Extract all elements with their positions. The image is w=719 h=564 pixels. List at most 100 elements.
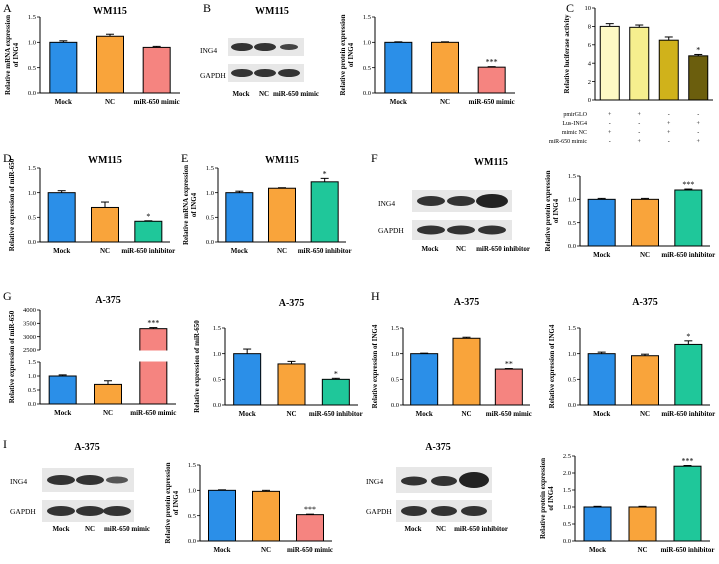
band [254, 43, 276, 51]
bar [142, 46, 171, 94]
chart-title: A-375 [454, 297, 480, 308]
blot-i1: A-375 ING4 GAPDH Mock NC miR-650 mimic [10, 442, 150, 533]
y-tick-label: 0.0 [563, 538, 571, 545]
category-label: miR-650 inhibitor [298, 247, 352, 255]
bar [674, 189, 703, 247]
significance-marker: *** [304, 505, 316, 514]
y-axis-label: Relative mRNA expression [4, 15, 12, 95]
bar [431, 41, 459, 94]
y-axis-label: of ING4 [172, 490, 180, 515]
bar [49, 41, 78, 94]
band [278, 69, 300, 77]
band [231, 43, 253, 51]
bar [631, 355, 659, 406]
table-mark: + [667, 121, 671, 127]
category-label: miR-650 inhibitor [661, 251, 715, 259]
y-tick-label: 1.5 [568, 325, 576, 332]
band [103, 506, 131, 516]
y-tick-label: 0.0 [206, 239, 214, 246]
y-tick-label: 1.5 [28, 14, 36, 21]
chart-title: WM115 [93, 6, 127, 17]
significance-marker: * [323, 169, 327, 178]
bar [321, 378, 350, 406]
blot-f-lane-nc: NC [456, 245, 466, 253]
blot-i2-row-ing4: ING4 [366, 477, 383, 486]
bar [587, 353, 616, 406]
y-tick-label: 1.5 [363, 14, 371, 21]
category-label: miR-650 inhibitor [661, 546, 715, 554]
y-axis-label: Relative expression of miR-650 [8, 158, 16, 251]
significance-marker: * [686, 332, 690, 341]
panel-label-f: F [371, 151, 378, 165]
bar [233, 353, 262, 406]
chart-h2: 0.0 0.5 1.0 1.5 Relative expression of ING4 A… [548, 297, 715, 418]
y-tick-label: 0.0 [188, 538, 196, 545]
band [47, 506, 75, 516]
bar [48, 375, 77, 405]
significance-marker: *** [486, 58, 498, 67]
y-tick-label: 3500 [23, 321, 36, 328]
blot-f: WM115 ING4 GAPDH Mock NC miR-650 inhibit… [378, 157, 530, 253]
bar [310, 181, 339, 243]
chart-a: 0.0 0.5 1.0 1.5 Relative mRNA expression of I… [4, 6, 180, 106]
category-label: NC [640, 410, 650, 418]
bar [628, 506, 657, 542]
chart-title: WM115 [88, 155, 122, 166]
y-tick-label: 1.0 [391, 351, 399, 358]
y-axis-label: Relative mRNA expression [182, 165, 190, 245]
y-tick-label: 2.5 [563, 453, 571, 460]
bar [134, 220, 163, 243]
bar [91, 206, 119, 243]
y-axis-label: of ING4 [12, 42, 20, 67]
blot-f-row-gapdh: GAPDH [378, 226, 404, 235]
significance-marker: * [146, 212, 150, 221]
category-label: NC [100, 247, 110, 255]
y-axis-label: Relative expression of miR-650 [193, 320, 201, 413]
blot-b-lane-mimic: miR-650 mimic [273, 90, 319, 98]
category-label: miR-650 mimic [469, 98, 515, 106]
panel-label-c: C [566, 1, 574, 15]
y-tick-label: 0.0 [213, 402, 221, 409]
y-axis-label: Relative expression of miR-650 [8, 310, 16, 403]
category-label: NC [286, 410, 296, 418]
y-axis-label: Relative luciferase activity [563, 14, 571, 93]
y-tick-label: 0.0 [28, 90, 36, 97]
category-label: Mock [593, 251, 610, 259]
bar [96, 35, 124, 94]
panel-label-d: D [3, 151, 12, 165]
significance-marker: *** [147, 319, 159, 328]
panel-label-e: E [181, 151, 188, 165]
table-mark: + [608, 112, 612, 118]
y-tick-label: 0.5 [28, 65, 36, 72]
band [478, 225, 506, 235]
band [47, 475, 75, 485]
chart-h1: 0.0 0.5 1.0 1.5 Relative expression of ING4 A… [371, 297, 532, 418]
y-tick-label: 0.0 [568, 243, 576, 250]
y-tick-label: 8 [588, 24, 591, 31]
chart-title: A-375 [632, 297, 658, 308]
panel-label-g: G [3, 289, 12, 303]
y-tick-label: 2 [588, 79, 591, 86]
band [431, 506, 457, 516]
y-tick-label: 1.5 [391, 325, 399, 332]
bar [252, 490, 280, 542]
band [461, 506, 487, 516]
table-mark: - [668, 112, 670, 118]
category-label: Mock [589, 546, 606, 554]
y-tick-label: 10 [585, 5, 592, 12]
table-mark: + [608, 130, 612, 136]
table-mark: + [638, 112, 642, 118]
band [431, 476, 457, 486]
y-axis-label: Relative expression of ING4 [548, 324, 556, 408]
blot-b-row-gapdh: GAPDH [200, 71, 226, 80]
band [254, 69, 276, 77]
bar [452, 337, 481, 406]
bar [384, 41, 413, 94]
y-tick-label: 6 [588, 42, 592, 49]
band [231, 69, 253, 77]
y-tick-label: 0.5 [188, 513, 196, 520]
chart-i2: 0.0 0.5 1.0 1.5 2.0 2.5 Relative protein expre… [539, 453, 714, 554]
table-row-label: Lus-ING4 [562, 121, 587, 127]
y-tick-label: 1.5 [213, 325, 221, 332]
chart-f: 0.0 0.5 1.0 1.5 Relative protein expression o… [544, 170, 715, 259]
